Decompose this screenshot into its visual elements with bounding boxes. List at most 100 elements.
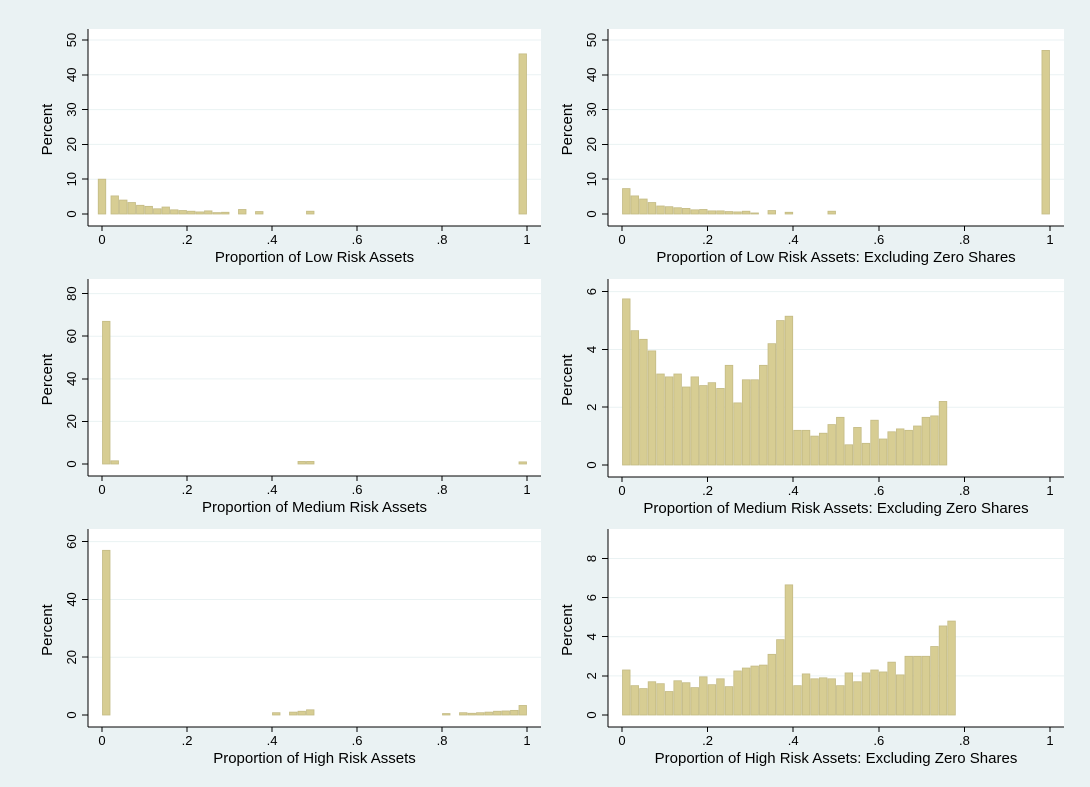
y-tick-label: 0 bbox=[584, 461, 599, 468]
histogram-bar bbox=[630, 685, 640, 716]
x-tick-label: .4 bbox=[267, 232, 278, 247]
y-tick-label: 40 bbox=[64, 68, 79, 82]
histogram-bar bbox=[810, 435, 819, 466]
y-tick-label: 6 bbox=[584, 594, 599, 601]
histogram-bar bbox=[153, 208, 162, 215]
histogram-bar bbox=[784, 315, 794, 466]
histogram-bar bbox=[733, 211, 742, 215]
histogram-bar bbox=[870, 419, 879, 466]
histogram-bar bbox=[887, 431, 896, 466]
y-tick-label: 60 bbox=[64, 534, 79, 548]
y-tick-label: 0 bbox=[584, 210, 599, 217]
histogram-bar bbox=[861, 442, 871, 466]
histogram-bar bbox=[913, 655, 922, 716]
histogram-bar bbox=[810, 678, 819, 716]
histogram-bar bbox=[501, 710, 510, 716]
x-axis-title: Proportion of Medium Risk Assets: Exclud… bbox=[643, 500, 1028, 517]
histogram-bar bbox=[97, 178, 107, 215]
y-tick-label: 40 bbox=[584, 68, 599, 82]
y-axis-title: Percent bbox=[559, 353, 576, 406]
histogram-bar bbox=[767, 210, 776, 215]
histogram-bar bbox=[690, 209, 699, 215]
x-axis-title: Proportion of Medium Risk Assets bbox=[202, 499, 427, 516]
x-tick-label: .8 bbox=[959, 232, 970, 247]
histogram-bar bbox=[759, 664, 768, 716]
histogram-bar bbox=[622, 188, 631, 215]
histogram-bar bbox=[930, 415, 939, 466]
histogram-bar bbox=[442, 713, 451, 716]
y-tick-label: 50 bbox=[584, 33, 599, 47]
histogram-bar bbox=[699, 676, 708, 716]
y-tick-label: 20 bbox=[64, 137, 79, 151]
x-tick-label: .6 bbox=[873, 483, 884, 498]
y-tick-label: 10 bbox=[64, 172, 79, 186]
histogram-bar bbox=[904, 429, 913, 466]
histogram-bar bbox=[724, 686, 734, 716]
histogram-bar bbox=[682, 208, 691, 215]
y-axis-title: Percent bbox=[559, 103, 576, 156]
histogram-bar bbox=[212, 212, 221, 215]
histogram-bar bbox=[297, 710, 306, 716]
histogram-bar bbox=[921, 416, 931, 466]
y-tick-label: 4 bbox=[584, 633, 599, 640]
y-axis-title: Percent bbox=[39, 353, 56, 406]
plot-area bbox=[88, 279, 541, 476]
histogram-bar bbox=[904, 655, 913, 716]
plot-area bbox=[608, 29, 1064, 226]
histogram-bar bbox=[716, 210, 725, 215]
histogram-bar bbox=[793, 685, 802, 716]
histogram-bar bbox=[630, 330, 640, 466]
histogram-bar bbox=[776, 639, 785, 716]
histogram-bar bbox=[630, 195, 640, 215]
histogram-bar bbox=[733, 670, 742, 716]
histogram-bar bbox=[204, 210, 213, 215]
histogram-bar bbox=[690, 687, 699, 716]
x-tick-label: 0 bbox=[98, 733, 105, 748]
histogram-bar bbox=[467, 712, 476, 716]
histogram-bar bbox=[741, 379, 751, 466]
x-tick-label: .8 bbox=[437, 733, 448, 748]
histogram-bar bbox=[878, 438, 888, 466]
x-tick-label: .4 bbox=[788, 483, 799, 498]
y-tick-label: 0 bbox=[584, 711, 599, 718]
histogram-bar bbox=[844, 672, 854, 716]
histogram-bar bbox=[127, 202, 136, 215]
histogram-bar bbox=[767, 653, 776, 716]
histogram-bar bbox=[136, 204, 145, 215]
histogram-bar bbox=[690, 376, 699, 466]
histogram-bar bbox=[510, 709, 519, 716]
y-axis-title: Percent bbox=[39, 603, 56, 656]
histogram-bar bbox=[896, 428, 905, 466]
x-tick-label: 1 bbox=[523, 232, 530, 247]
histogram-bar bbox=[801, 673, 811, 716]
histogram-bar bbox=[178, 210, 187, 215]
histogram-bar bbox=[647, 202, 657, 215]
histogram-bar bbox=[699, 385, 708, 466]
y-tick-label: 0 bbox=[64, 711, 79, 718]
histogram-bar bbox=[707, 684, 717, 716]
histogram-bar bbox=[238, 209, 247, 215]
histogram-panel: 0 20 40 60 80 0 .2 .4 .6 .8 1 Proportion of Medium … bbox=[39, 279, 541, 516]
y-tick-label: 4 bbox=[584, 346, 599, 353]
histogram-bar bbox=[161, 206, 170, 215]
histogram-bar bbox=[716, 388, 725, 466]
histogram-bar bbox=[1041, 50, 1050, 215]
y-axis-title: Percent bbox=[559, 603, 576, 656]
y-tick-label: 10 bbox=[584, 172, 599, 186]
histogram-bar bbox=[938, 401, 948, 466]
histogram-bar bbox=[793, 429, 802, 466]
y-tick-label: 40 bbox=[64, 592, 79, 606]
histogram-bar bbox=[844, 444, 854, 466]
histogram-bar bbox=[827, 678, 836, 716]
histogram-bar bbox=[750, 379, 759, 466]
histogram-bar bbox=[784, 211, 794, 215]
histogram-bar bbox=[622, 298, 631, 466]
y-tick-label: 0 bbox=[64, 210, 79, 217]
histogram-bar bbox=[818, 432, 828, 466]
x-tick-label: 0 bbox=[618, 232, 625, 247]
histogram-bar bbox=[921, 655, 931, 716]
x-tick-label: .2 bbox=[702, 232, 713, 247]
x-tick-label: .8 bbox=[959, 483, 970, 498]
histogram-bar bbox=[836, 685, 845, 716]
